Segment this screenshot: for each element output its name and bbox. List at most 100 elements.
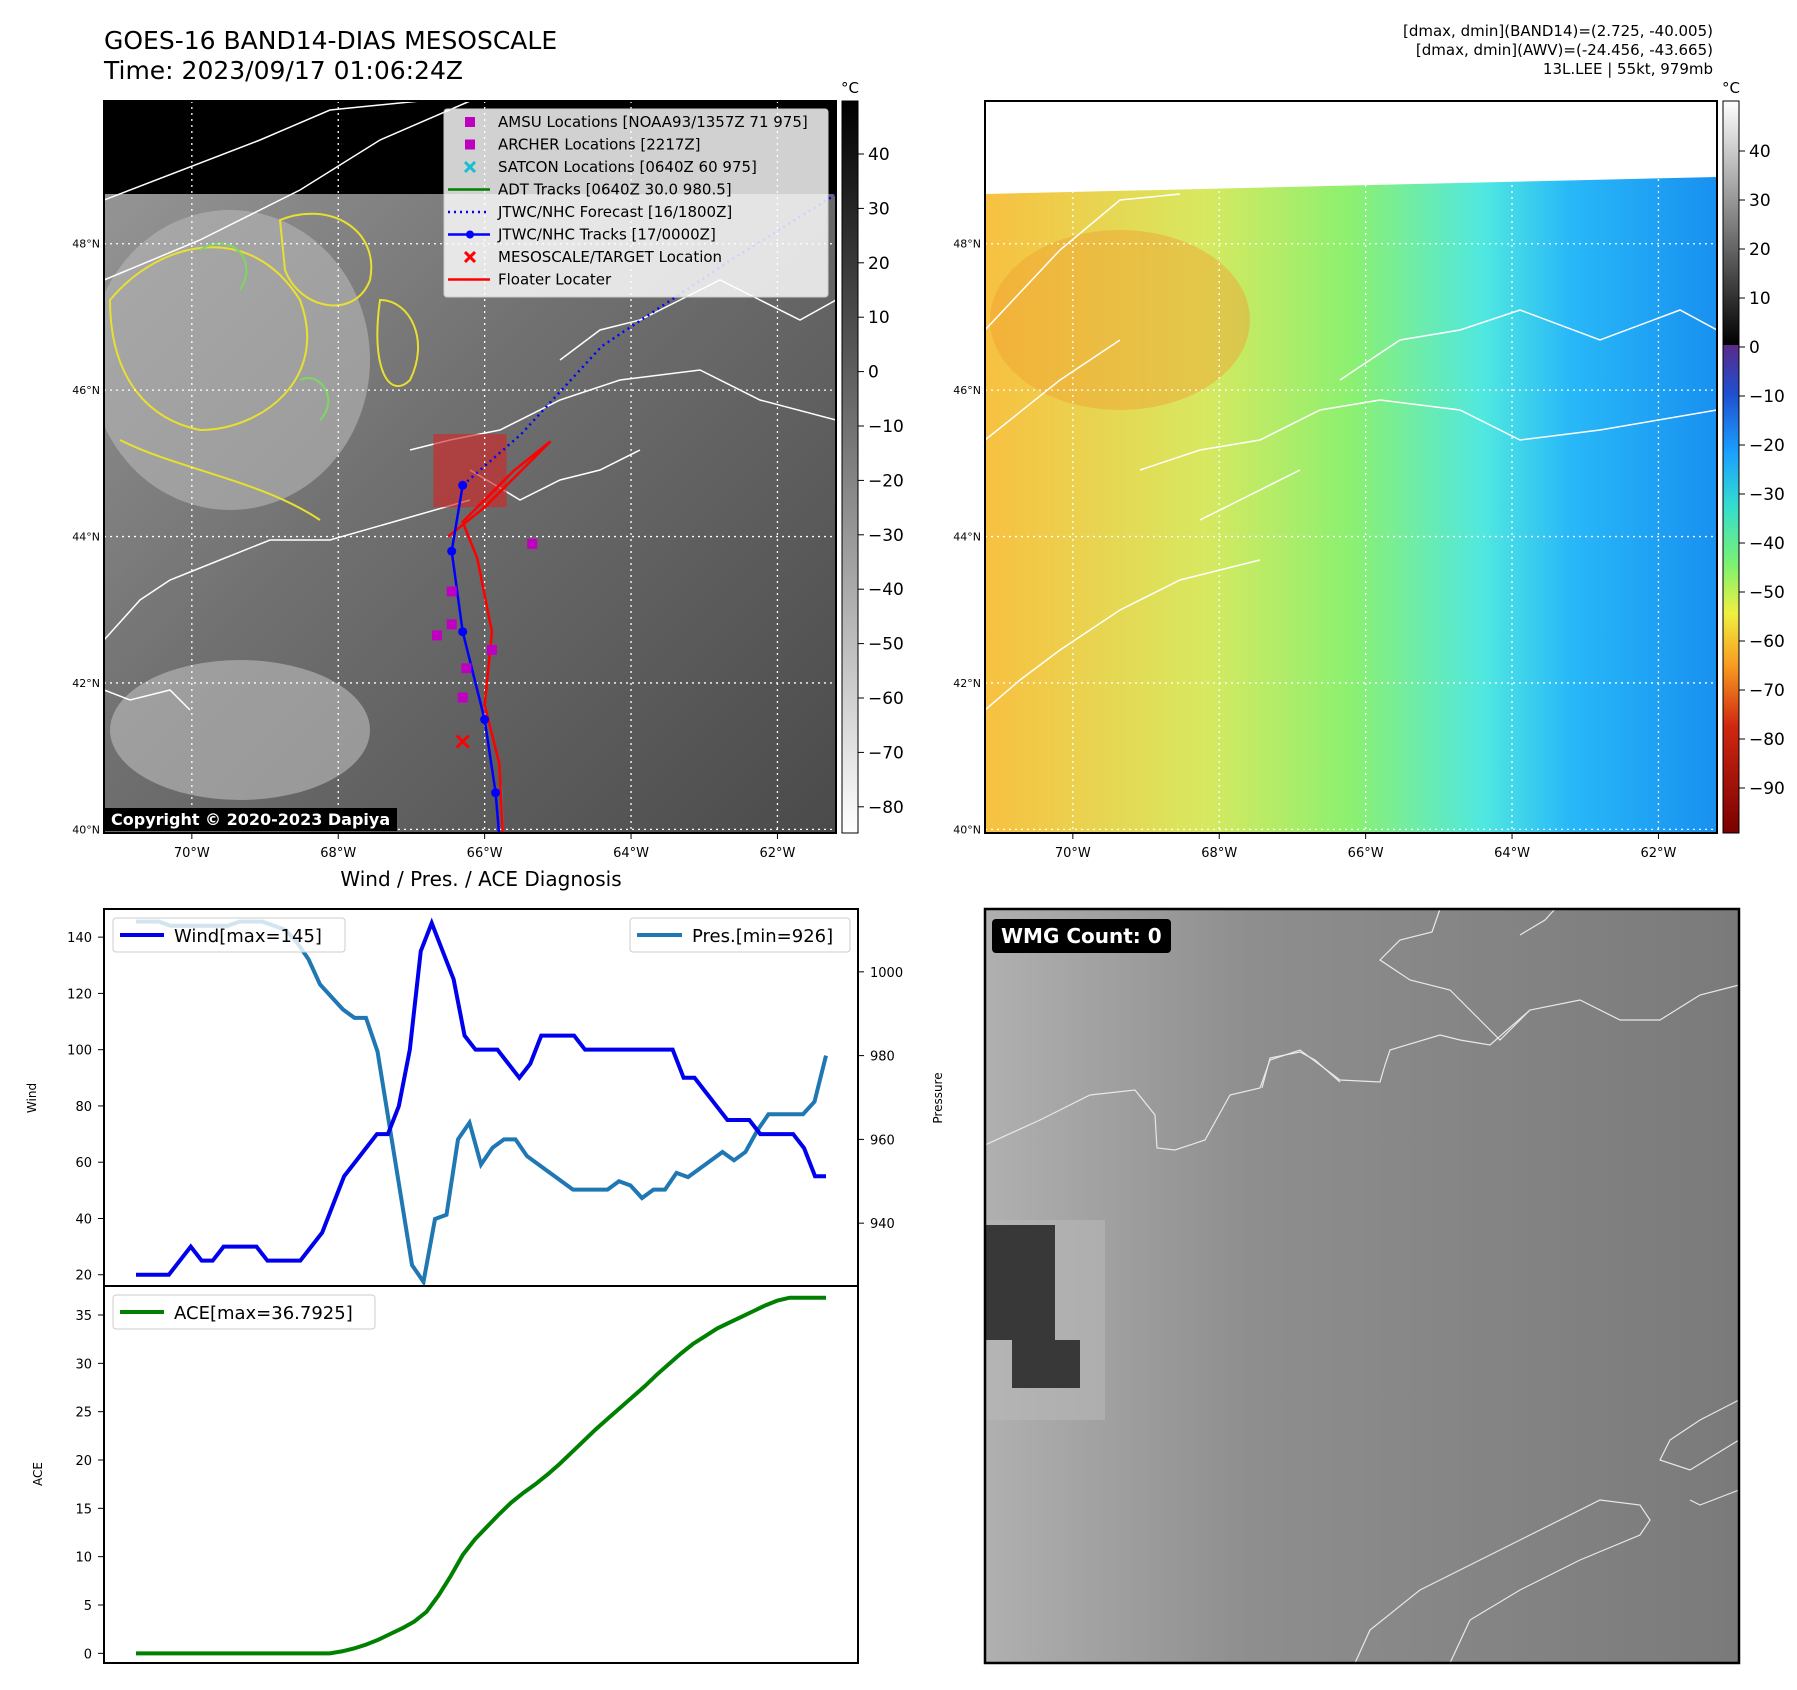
- ir-legend: AMSU Locations [NOAA93/1357Z 71 975] ARCH…: [443, 108, 829, 298]
- cold-cloud-contour: [278, 212, 373, 307]
- track-point: [458, 480, 468, 490]
- colorbar-tick-label: −20: [868, 471, 904, 491]
- awv-x-tick-label: 64°W: [1494, 846, 1530, 861]
- ir-colorbar-ticks: 40 30 20 10 0 −10 −20 −30 −40 −50 −60 −70 −80: [858, 145, 904, 818]
- ir-x-tick-label: 66°W: [467, 846, 503, 861]
- wind-legend: Wind[max=145]: [112, 917, 346, 953]
- colorbar-tick-label: −70: [868, 743, 904, 763]
- ir-y-tick-label: 48°N: [72, 238, 100, 251]
- ir-x-tick-label: 68°W: [320, 846, 356, 861]
- legend-label: JTWC/NHC Forecast [16/1800Z]: [497, 203, 732, 221]
- colorbar-tick-label: 40: [868, 145, 890, 165]
- floater-locater-line: [447, 440, 552, 833]
- legend-label: Floater Locater: [498, 271, 612, 289]
- awv-y-tick-label: 42°N: [953, 677, 981, 690]
- wind-y-tick-label: 140: [67, 931, 92, 946]
- colorbar-tick-label: −80: [868, 798, 904, 818]
- wind-y-tick-label: 20: [75, 1269, 92, 1284]
- awv-colorbar-frame: [1722, 100, 1740, 834]
- pressure-y-tick-label: 940: [870, 1217, 895, 1232]
- awv-y-tick-label: 46°N: [953, 384, 981, 397]
- coastline: [984, 984, 1740, 1151]
- ir-colorbar-unit: °C: [841, 79, 859, 97]
- wind-y-tick-label: 80: [75, 1100, 92, 1115]
- target-x-stroke: [455, 734, 470, 749]
- colorbar-tick-label: −30: [868, 526, 904, 546]
- ir-map-panel: 70°W 68°W 66°W 64°W 62°W 48°N 46°N 44°N 42°N 40°N…: [72, 79, 904, 861]
- colorbar-tick-label: −90: [1749, 779, 1785, 799]
- wmg-imagery: [985, 909, 1739, 1663]
- colorbar-tick-label: −30: [1749, 485, 1785, 505]
- copyright-label: Copyright © 2020-2023 Dapiya: [104, 808, 398, 831]
- awv-gridlines: [985, 101, 1717, 833]
- wind-plot-frame: [103, 908, 859, 1287]
- ace-y-tick-label: 10: [75, 1551, 92, 1566]
- ace-chart: 0 5 10 15 20 25 30 35 ACE[max=36.7925] ACE: [31, 1285, 859, 1664]
- colorbar-tick-label: −60: [1749, 632, 1785, 652]
- legend-label: JTWC/NHC Tracks [17/0000Z]: [497, 226, 716, 244]
- ir-cloud-mass: [104, 210, 370, 510]
- wind-pressure-chart: Wind / Pres. / ACE Diagnosis 20 40 60 80 100…: [25, 867, 945, 1287]
- legend-marker: [463, 160, 477, 174]
- ir-y-tick-label: 44°N: [72, 531, 100, 544]
- stats-block: [dmax, dmin](BAND14)=(2.725, -40.005) [d…: [1403, 22, 1713, 79]
- ace-y-tick-label: 35: [75, 1309, 92, 1324]
- colorbar-tick-label: 30: [1749, 191, 1771, 211]
- coastline: [985, 193, 1181, 441]
- colorbar-tick-label: 20: [868, 254, 890, 274]
- ace-y-tick-label: 15: [75, 1502, 92, 1517]
- ir-x-tick-label: 62°W: [759, 846, 795, 861]
- colorbar-tick-label: −80: [1749, 730, 1785, 750]
- awv-imagery: [985, 177, 1717, 833]
- jtwc-nhc-track-line: [450, 485, 501, 833]
- very-cold-contour: [299, 377, 330, 421]
- colorbar-tick-label: −50: [868, 635, 904, 655]
- title-line-1: GOES-16 BAND14-DIAS MESOSCALE: [104, 26, 558, 55]
- coastline: [104, 101, 471, 281]
- amsu-point: [446, 619, 457, 630]
- jtwc-nhc-track-points: [447, 480, 502, 833]
- awv-x-tick-label: 66°W: [1348, 846, 1384, 861]
- ace-legend: ACE[max=36.7925]: [112, 1294, 376, 1330]
- coastline: [1519, 908, 1556, 936]
- awv-y-tick-label: 44°N: [953, 531, 981, 544]
- amsu-point: [432, 630, 443, 641]
- stats-band14: [dmax, dmin](BAND14)=(2.725, -40.005): [1402, 22, 1713, 40]
- colorbar-tick-label: 0: [868, 363, 879, 383]
- colorbar-tick-label: −60: [868, 689, 904, 709]
- amsu-point: [457, 692, 468, 703]
- amsu-points: [432, 538, 538, 703]
- mesoscale-target-box: [433, 434, 507, 508]
- ir-map-frame: [103, 100, 837, 834]
- ir-y-tick-label: 42°N: [72, 677, 100, 690]
- title-line-2: Time: 2023/09/17 01:06:24Z: [104, 56, 463, 85]
- ace-y-axis-label: ACE: [31, 1462, 45, 1486]
- awv-map-panel: 70°W 68°W 66°W 64°W 62°W 48°N 46°N 44°N 42°N 40°N…: [953, 79, 1785, 861]
- pressure-legend-label: Pres.[min=926]: [692, 926, 833, 947]
- wind-legend-box: [112, 917, 346, 953]
- legend-label: ARCHER Locations [2217Z]: [498, 136, 701, 154]
- track-point: [491, 788, 501, 798]
- awv-colorbar-ticks: 40 30 20 10 0 −10 −20 −30 −40 −50 −60 −70 −80 −90: [1739, 142, 1785, 799]
- ir-y-tick-label: 40°N: [72, 823, 100, 836]
- colorbar-tick-label: −70: [1749, 681, 1785, 701]
- colorbar-tick-label: −50: [1749, 583, 1785, 603]
- colorbar-tick-label: −10: [868, 417, 904, 437]
- ace-legend-box: [112, 1294, 376, 1330]
- diagnosis-title: Wind / Pres. / ACE Diagnosis: [340, 867, 621, 891]
- wmg-dark-block: [1012, 1340, 1080, 1388]
- wmg-panel: [983, 907, 1741, 1665]
- ace-y-tick-label: 20: [75, 1454, 92, 1469]
- amsu-point: [527, 538, 538, 549]
- cold-cloud-contour: [108, 246, 309, 432]
- cold-cloud-contour: [376, 298, 420, 387]
- mesoscale-target-marker: [455, 734, 470, 749]
- track-point: [458, 627, 468, 637]
- pressure-y-axis-label: Pressure: [931, 1072, 945, 1123]
- legend-label: ADT Tracks [0640Z 30.0 980.5]: [498, 181, 732, 199]
- awv-x-tick-label: 70°W: [1055, 846, 1091, 861]
- wind-legend-label: Wind[max=145]: [174, 926, 322, 947]
- amsu-point: [461, 663, 472, 674]
- wmg-frame: [983, 907, 1741, 1665]
- pressure-y-tick-label: 1000: [870, 966, 903, 981]
